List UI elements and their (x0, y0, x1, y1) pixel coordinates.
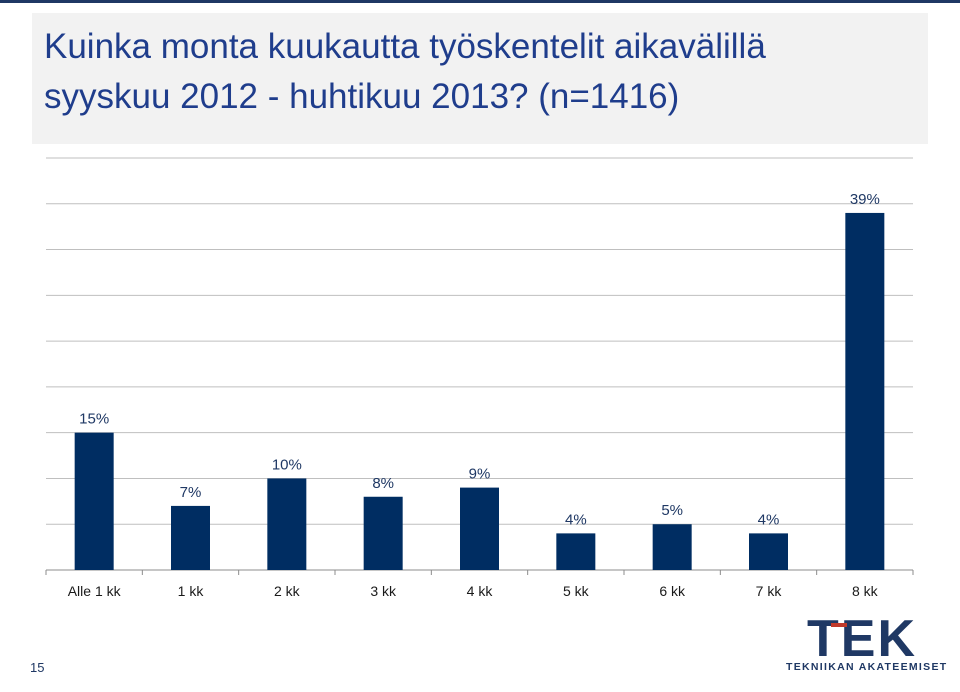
bar (556, 533, 596, 570)
bar (749, 533, 788, 570)
bar (363, 496, 403, 570)
tek-logo: TEK TEKNIIKAN AKATEEMISET (786, 610, 948, 676)
data-label: 4% (565, 511, 587, 528)
x-tick-label: 4 kk (467, 583, 494, 599)
x-tick-label: 3 kk (370, 583, 397, 599)
logo-red-accent (831, 623, 847, 627)
x-tick-label: 5 kk (563, 583, 590, 599)
tek-wordmark-text: TEK (807, 614, 917, 660)
data-label: 5% (661, 502, 683, 519)
x-tick-label: Alle 1 kk (68, 583, 122, 599)
data-label: 39% (850, 191, 880, 208)
x-tick-label: 6 kk (659, 583, 686, 599)
bar (652, 524, 692, 570)
tek-wordmark: TEK (807, 610, 917, 668)
top-rule (0, 0, 960, 3)
slide-title-line-1: Kuinka monta kuukautta työskentelit aika… (44, 27, 766, 66)
logo-subtitle: TEKNIIKAN AKATEEMISET (786, 661, 948, 673)
data-label: 8% (372, 475, 394, 492)
x-tick-label: 1 kk (178, 583, 205, 599)
bar (267, 478, 307, 570)
bar (74, 432, 114, 570)
x-tick-label: 7 kk (756, 583, 783, 599)
slide-title-line-2: syyskuu 2012 - huhtikuu 2013? (n=1416) (44, 77, 680, 116)
x-tick-label: 2 kk (274, 583, 301, 599)
data-label: 10% (272, 456, 302, 473)
data-label: 15% (79, 411, 109, 428)
x-tick-label: 8 kk (852, 583, 879, 599)
page-number: 15 (30, 660, 45, 675)
bar (845, 212, 885, 570)
bar (171, 505, 210, 570)
title-box: Kuinka monta kuukautta työskentelit aika… (32, 13, 928, 144)
data-label: 4% (758, 511, 780, 528)
data-label: 9% (469, 466, 491, 483)
data-label: 7% (180, 484, 202, 501)
bar (460, 487, 499, 570)
